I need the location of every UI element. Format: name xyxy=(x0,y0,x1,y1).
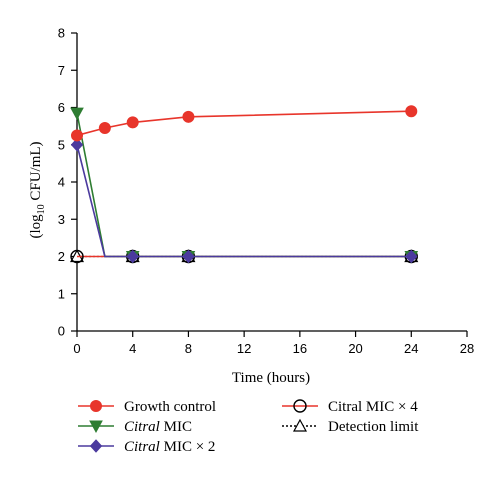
series-layer xyxy=(69,105,419,264)
x-tick-label: 28 xyxy=(460,341,474,356)
legend-marker xyxy=(89,439,103,453)
legend-label: Citral MIC × 4 xyxy=(328,399,418,415)
legend-label-rest: MIC xyxy=(160,419,192,435)
y-tick-label: 3 xyxy=(58,212,65,227)
y-axis-title-sub: 10 xyxy=(36,204,47,214)
legend-item-4: Citral MIC × 4 xyxy=(282,399,418,415)
data-point xyxy=(70,249,84,264)
y-tick-label: 5 xyxy=(58,137,65,152)
legend-item-5: Detection limit xyxy=(282,418,419,435)
legend-label-italic: Citral xyxy=(124,419,160,435)
data-point xyxy=(98,121,111,134)
x-tick-label: 20 xyxy=(348,341,362,356)
y-axis-title-rest: CFU/mL) xyxy=(28,141,44,204)
x-tick-label: 8 xyxy=(185,341,192,356)
x-tick-label: 4 xyxy=(129,341,136,356)
x-axis-title: Time (hours) xyxy=(232,370,310,386)
series-3 xyxy=(70,138,418,264)
y-tick-label: 0 xyxy=(58,324,65,339)
legend-marker xyxy=(293,399,307,413)
series-line xyxy=(76,112,412,258)
series-line xyxy=(76,144,412,258)
legend-item-3: Citral MIC × 2 xyxy=(78,439,215,455)
data-point xyxy=(71,129,83,142)
data-point xyxy=(182,249,195,264)
y-axis-title-main: (log xyxy=(28,214,44,239)
y-tick-label: 8 xyxy=(58,26,65,41)
data-point xyxy=(182,110,195,123)
legend-marker xyxy=(292,418,308,432)
legend-marker xyxy=(89,420,103,434)
legend-label: Citral MIC xyxy=(124,419,192,435)
x-tick-label: 0 xyxy=(73,341,80,356)
data-point xyxy=(126,249,139,264)
legend-label: Detection limit xyxy=(328,419,419,435)
x-tick-label: 12 xyxy=(237,341,251,356)
y-axis-title: (log10 CFU/mL) xyxy=(28,141,47,238)
x-tick-label: 24 xyxy=(404,341,418,356)
legend-label: Citral MIC × 2 xyxy=(124,439,215,455)
legend-label-rest: MIC × 2 xyxy=(160,439,216,455)
y-tick-label: 1 xyxy=(58,286,65,301)
y-tick-label: 4 xyxy=(58,175,65,190)
y-tick-label: 6 xyxy=(58,100,65,115)
legend-marker xyxy=(90,400,102,412)
data-point xyxy=(126,116,139,129)
data-point xyxy=(70,138,84,152)
legend-label-italic: Citral xyxy=(124,439,160,455)
data-point xyxy=(405,249,418,264)
legend-label: Growth control xyxy=(124,399,216,415)
y-tick-label: 7 xyxy=(58,63,65,78)
data-point xyxy=(405,105,418,118)
y-tick-label: 2 xyxy=(58,249,65,264)
x-tick-label: 16 xyxy=(293,341,307,356)
legend-item-1: Growth control xyxy=(78,399,216,415)
series-2 xyxy=(70,107,419,264)
series-1 xyxy=(71,105,418,142)
legend-item-2: Citral MIC xyxy=(78,419,192,435)
data-point xyxy=(70,107,84,121)
